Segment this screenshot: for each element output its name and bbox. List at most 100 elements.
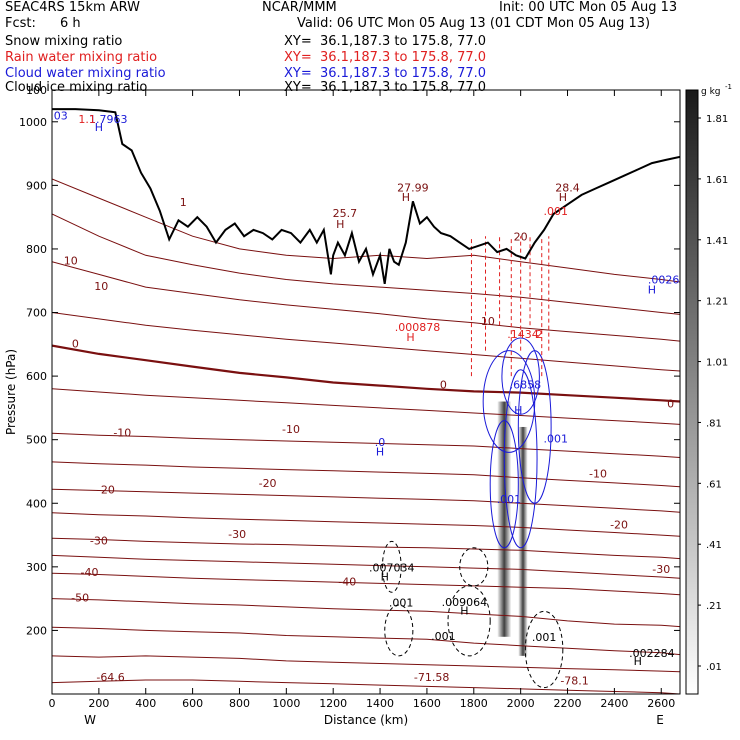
contour-label: 0	[440, 379, 447, 392]
contour-label: -50	[71, 592, 89, 605]
field-annotation: H	[95, 121, 103, 134]
field-annotation: H	[336, 218, 344, 231]
temperature-contour	[52, 461, 680, 488]
snow-shading-column	[518, 426, 528, 656]
cloud-water-contour	[489, 420, 519, 549]
temperature-contour	[52, 655, 680, 673]
x-tick-label: 400	[135, 697, 156, 710]
temperature-contour	[52, 512, 680, 537]
y-tick-label: 800	[26, 243, 47, 256]
field-annotation: H	[648, 283, 656, 296]
contour-label: -40	[338, 576, 356, 589]
field-annotation: .001	[389, 597, 414, 610]
contour-label: -30	[228, 528, 246, 541]
temperature-contour	[52, 488, 680, 513]
temperature-contour	[52, 261, 680, 342]
colorbar-label: .01	[706, 662, 722, 673]
field-annotation: .001	[532, 631, 557, 644]
x-tick-label: 200	[88, 697, 109, 710]
field-annotation: .001	[544, 205, 569, 218]
west-label: W	[84, 713, 96, 727]
field-xy-cloud-ice: XY= 36.1,187.3 to 175.8, 77.0	[284, 80, 487, 95]
field-annotation: H	[402, 191, 410, 204]
field-annotation: H	[406, 331, 414, 344]
field-annotation: .009064	[442, 596, 488, 609]
contour-label: 10	[94, 280, 108, 293]
plot-frame	[51, 89, 681, 695]
temperature-contour	[52, 572, 680, 596]
contour-label: -40	[81, 566, 99, 579]
field-xy-cloud-water: XY= 36.1,187.3 to 175.8, 77.0	[284, 66, 487, 81]
y-tick-label: 900	[26, 179, 47, 192]
x-tick-label: 2200	[554, 697, 582, 710]
init-label: Init: 00 UTC Mon 05 Aug 13	[499, 0, 678, 15]
colorbar-label: .41	[706, 540, 722, 551]
contour-label: -10	[113, 426, 131, 439]
y-tick-label: 300	[26, 561, 47, 574]
cloud-water-contour	[482, 350, 536, 453]
colorbar-label: 1.01	[706, 358, 728, 369]
y-tick-label: 500	[26, 434, 47, 447]
contour-label: -20	[97, 484, 115, 497]
field-annotation: .6858	[510, 379, 542, 392]
contour-label: 0	[667, 398, 674, 411]
cloud-ice-contour	[384, 604, 414, 657]
field-annotation: H	[460, 604, 468, 617]
model-title: SEAC4RS 15km ARW	[5, 0, 141, 15]
contour-label: 10	[64, 255, 78, 268]
field-xy-rain: XY= 36.1,187.3 to 175.8, 77.0	[284, 50, 487, 65]
temperature-contour	[52, 213, 680, 315]
colorbar-unit: g kg	[701, 87, 721, 97]
y-axis-label: Pressure (hPa)	[4, 349, 18, 435]
temperature-contour	[52, 626, 680, 656]
field-annotation: .0026	[648, 274, 680, 287]
y-tick-label: 200	[26, 624, 47, 637]
field-annotation: .000878	[395, 321, 441, 334]
colorbar-unit-exponent: -1	[725, 83, 732, 91]
x-tick-label: 1800	[460, 697, 488, 710]
field-annotation: .001	[497, 493, 522, 506]
temperature-contour	[52, 598, 680, 628]
cloud-water-contour	[501, 337, 540, 415]
y-tick-label: 600	[26, 370, 47, 383]
field-annotation: 2	[536, 328, 543, 341]
field-name-cloud-ice: Cloud ice mixing ratio	[5, 80, 148, 95]
y-tick-label: 700	[26, 307, 47, 320]
valid-label: Valid: 06 UTC Mon 05 Aug 13 (01 CDT Mon …	[297, 16, 651, 31]
field-annotation: .1434	[507, 328, 539, 341]
temperature-contour	[52, 432, 680, 458]
y-tick-label: 1000	[19, 116, 47, 129]
temperature-contour	[52, 679, 680, 694]
x-axis-label: Distance (km)	[324, 713, 408, 727]
contour-label: 20	[514, 231, 528, 244]
x-tick-label: 2000	[507, 697, 535, 710]
cloud-ice-contour	[524, 610, 564, 689]
field-annotation: .001	[431, 630, 456, 643]
contour-label: 0	[72, 337, 79, 350]
x-tick-label: 1600	[413, 697, 441, 710]
cloud-ice-contour	[447, 585, 491, 657]
field-name-cloud-water: Cloud water mixing ratio	[5, 66, 166, 81]
field-annotation: 25.7	[333, 207, 358, 220]
temperature-contour	[52, 388, 680, 425]
field-annotation: 28.4	[555, 182, 580, 195]
contour-label: -71.58	[414, 671, 449, 684]
field-annotation: .001	[544, 433, 569, 446]
contour-label: 1	[180, 196, 187, 209]
colorbar-label: .61	[706, 479, 722, 490]
x-tick-label: 800	[229, 697, 250, 710]
contour-label: -78.1	[560, 674, 588, 687]
field-annotation: H	[514, 404, 522, 417]
field-annotation: .002284	[629, 647, 675, 660]
field-annotation: H	[381, 571, 389, 584]
contour-label: -30	[652, 563, 670, 576]
temperature-contour	[52, 178, 680, 283]
freezing-level-contour	[52, 344, 680, 403]
x-tick-label: 600	[182, 697, 203, 710]
x-tick-label: 2600	[647, 697, 675, 710]
field-annotation: H	[559, 191, 567, 204]
contour-label: -30	[90, 534, 108, 547]
field-name-snow: Snow mixing ratio	[5, 34, 123, 49]
colorbar-label: 1.21	[706, 297, 728, 308]
